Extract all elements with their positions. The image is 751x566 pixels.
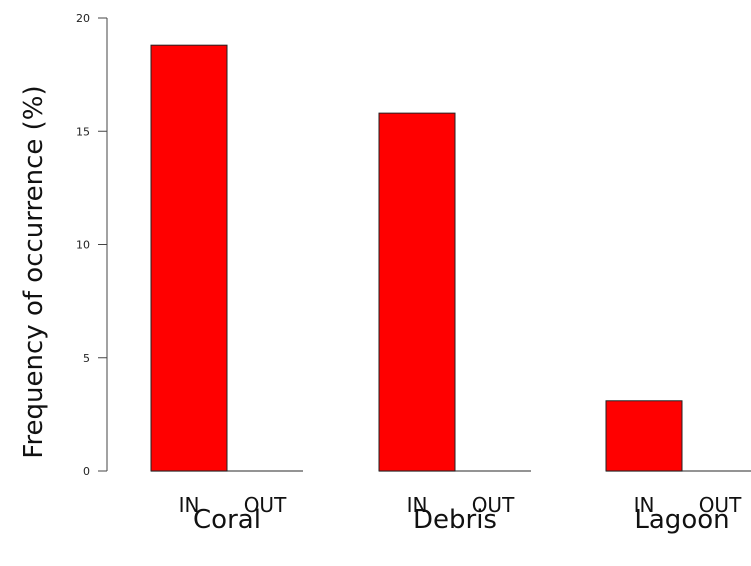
bar-category-label: IN bbox=[634, 493, 655, 517]
bars bbox=[150, 44, 751, 472]
y-axis-title: Frequency of occurrence (%) bbox=[19, 85, 49, 458]
bar-category-label: OUT bbox=[699, 493, 742, 517]
y-tick-label: 15 bbox=[76, 125, 90, 138]
y-axis: 0 5 10 15 20 bbox=[76, 12, 108, 478]
bar-category-label: IN bbox=[179, 493, 200, 517]
bar-debris-in bbox=[378, 112, 456, 472]
y-tick-label: 20 bbox=[76, 12, 90, 25]
bar-category-label: OUT bbox=[472, 493, 515, 517]
group-label: Lagoon bbox=[634, 505, 729, 535]
group-label: Debris bbox=[413, 505, 497, 535]
y-tick-label: 0 bbox=[83, 465, 90, 478]
bar-coral-in bbox=[150, 44, 228, 472]
bar-category-label: IN bbox=[407, 493, 428, 517]
bar-category-label: OUT bbox=[244, 493, 287, 517]
bar-lagoon-in bbox=[605, 400, 683, 472]
group-label: Coral bbox=[193, 505, 261, 535]
y-tick-label: 10 bbox=[76, 239, 90, 252]
y-tick-label: 5 bbox=[83, 352, 90, 365]
